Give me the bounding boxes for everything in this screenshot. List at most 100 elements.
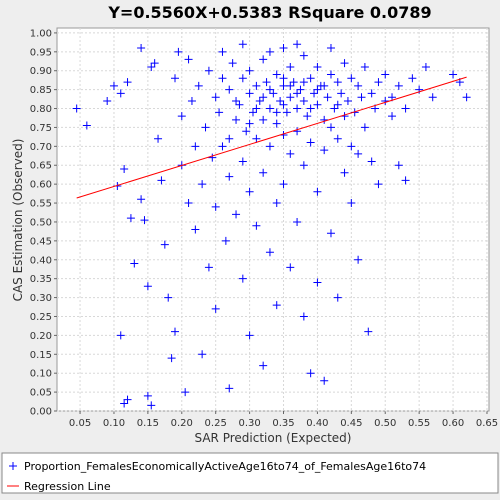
scatter-point [265, 104, 274, 113]
scatter-point [299, 78, 308, 87]
scatter-point [265, 47, 274, 56]
scatter-point [313, 100, 322, 109]
scatter-point [306, 138, 315, 147]
scatter-point [225, 134, 234, 143]
scatter-point [218, 74, 227, 83]
scatter-point [289, 78, 298, 87]
x-tick-label: 0.60 [442, 418, 464, 429]
scatter-point [286, 263, 295, 272]
scatter-point [130, 259, 139, 268]
scatter-point [323, 93, 332, 102]
x-tick-label: 0.50 [374, 418, 396, 429]
scatter-point [232, 96, 241, 105]
scatter-point [164, 293, 173, 302]
scatter-point [191, 225, 200, 234]
scatter-point [282, 108, 291, 117]
scatter-point [272, 301, 281, 310]
scatter-point [337, 89, 346, 98]
scatter-point [160, 240, 169, 249]
scatter-point [326, 229, 335, 238]
scatter-point [204, 263, 213, 272]
scatter-point [252, 104, 261, 113]
x-tick-label: 0.25 [205, 418, 227, 429]
scatter-point [374, 180, 383, 189]
scatter-point [313, 85, 322, 94]
scatter-point [147, 401, 156, 410]
scatter-point [279, 74, 288, 83]
scatter-point [174, 47, 183, 56]
scatter-point [225, 172, 234, 181]
scatter-point [252, 134, 261, 143]
y-tick-label: 1.00 [30, 28, 52, 39]
y-tick-label: 0.10 [30, 369, 52, 380]
y-tick-label: 0.95 [30, 47, 52, 58]
scatter-point [140, 216, 149, 225]
scatter-point [299, 51, 308, 60]
scatter-point [276, 96, 285, 105]
x-tick-label: 0.05 [69, 418, 91, 429]
scatter-point [326, 123, 335, 132]
scatter-point [72, 104, 81, 113]
scatter-point [137, 195, 146, 204]
scatter-point [293, 217, 302, 226]
scatter-point [381, 96, 390, 105]
scatter-point [293, 127, 302, 136]
scatter-point [191, 142, 200, 151]
scatter-point [211, 304, 220, 313]
scatter-point [303, 112, 312, 121]
scatter-point [143, 391, 152, 400]
scatter-point [265, 142, 274, 151]
scatter-point [221, 236, 230, 245]
scatter-point [123, 78, 132, 87]
scatter-point [245, 66, 254, 75]
scatter-point [286, 149, 295, 158]
scatter-point [320, 376, 329, 385]
scatter-point [306, 104, 315, 113]
scatter-point [357, 93, 366, 102]
y-tick-label: 0.20 [30, 331, 52, 342]
scatter-point [218, 142, 227, 151]
scatter-point [120, 399, 129, 408]
scatter-point [320, 115, 329, 124]
y-tick-label: 0.15 [30, 350, 52, 361]
scatter-point [259, 93, 268, 102]
scatter-point [157, 176, 166, 185]
x-tick-label: 0.15 [137, 418, 159, 429]
scatter-point [255, 96, 264, 105]
scatter-point [245, 187, 254, 196]
scatter-point [177, 112, 186, 121]
y-tick-label: 0.35 [30, 274, 52, 285]
scatter-point [360, 123, 369, 132]
scatter-point [388, 112, 397, 121]
scatter-point [116, 89, 125, 98]
scatter-point [272, 119, 281, 128]
scatter-point [103, 96, 112, 105]
scatter-point [286, 62, 295, 71]
x-tick-label: 0.55 [408, 418, 430, 429]
x-tick-label: 0.45 [340, 418, 362, 429]
scatter-point [313, 62, 322, 71]
scatter-point [187, 96, 196, 105]
y-tick-label: 0.25 [30, 312, 52, 323]
y-tick-label: 0.05 [30, 388, 52, 399]
scatter-point [296, 85, 305, 94]
y-tick-label: 0.75 [30, 123, 52, 134]
scatter-point [279, 81, 288, 90]
scatter-point [167, 354, 176, 363]
scatter-point [333, 78, 342, 87]
scatter-point [218, 47, 227, 56]
scatter-point [299, 96, 308, 105]
scatter-point [347, 74, 356, 83]
chart-title: Y=0.5560X+0.5383 RSquare 0.0789 [107, 3, 431, 22]
scatter-point [242, 127, 251, 136]
x-tick-label: 0.20 [171, 418, 193, 429]
scatter-point [354, 81, 363, 90]
scatter-point [306, 74, 315, 83]
scatter-point [367, 157, 376, 166]
scatter-point [394, 161, 403, 170]
legend-label: Regression Line [24, 480, 111, 493]
scatter-point [310, 89, 319, 98]
scatter-point [171, 327, 180, 336]
scatter-point [198, 180, 207, 189]
